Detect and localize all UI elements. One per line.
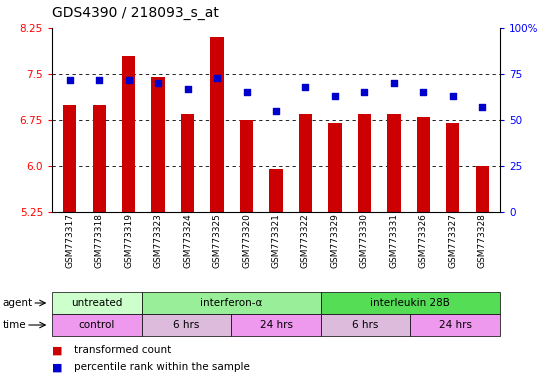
Point [360, 89, 369, 96]
Bar [211, 37, 224, 212]
Point [242, 89, 251, 96]
Bar [387, 114, 400, 212]
Point [95, 76, 103, 83]
Point [183, 86, 192, 92]
Text: 6 hrs: 6 hrs [353, 320, 379, 330]
Text: control: control [79, 320, 115, 330]
Point [272, 108, 280, 114]
Bar [240, 120, 253, 212]
Point [448, 93, 457, 99]
Text: ■: ■ [52, 362, 63, 372]
Text: agent: agent [3, 298, 33, 308]
Point [65, 76, 74, 83]
Point [389, 80, 398, 86]
Bar [358, 114, 371, 212]
Bar [299, 114, 312, 212]
Text: GDS4390 / 218093_s_at: GDS4390 / 218093_s_at [52, 6, 219, 20]
Text: 6 hrs: 6 hrs [173, 320, 200, 330]
Text: transformed count: transformed count [74, 345, 171, 356]
Bar [328, 123, 342, 212]
Text: 24 hrs: 24 hrs [260, 320, 293, 330]
Text: interferon-α: interferon-α [200, 298, 262, 308]
Point [419, 89, 428, 96]
Text: time: time [3, 320, 26, 330]
Point [213, 74, 222, 81]
Bar [122, 56, 135, 212]
Point [478, 104, 487, 110]
Text: ■: ■ [52, 345, 63, 356]
Bar [92, 105, 106, 212]
Bar [181, 114, 194, 212]
Text: percentile rank within the sample: percentile rank within the sample [74, 362, 250, 372]
Bar [63, 105, 76, 212]
Point [124, 76, 133, 83]
Bar [151, 77, 165, 212]
Text: untreated: untreated [71, 298, 123, 308]
Bar [417, 117, 430, 212]
Point [331, 93, 339, 99]
Point [153, 80, 162, 86]
Text: 24 hrs: 24 hrs [439, 320, 472, 330]
Bar [446, 123, 459, 212]
Bar [476, 166, 489, 212]
Bar [270, 169, 283, 212]
Text: interleukin 28B: interleukin 28B [371, 298, 450, 308]
Point [301, 84, 310, 90]
